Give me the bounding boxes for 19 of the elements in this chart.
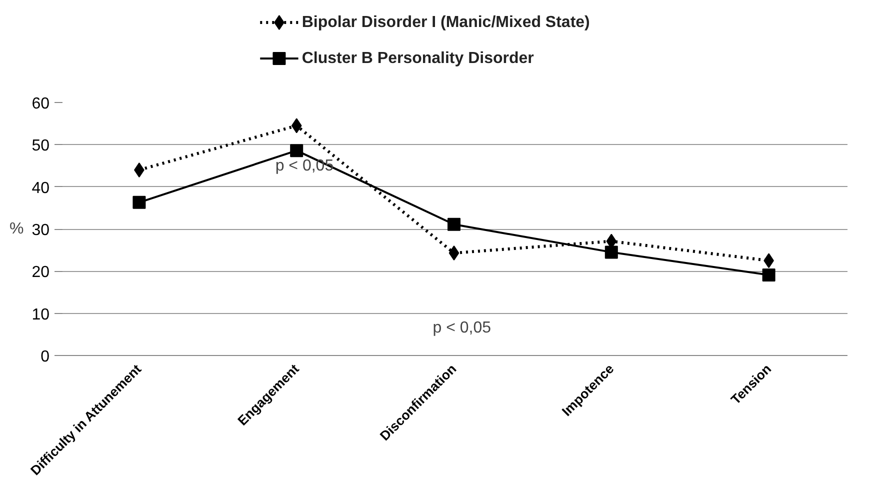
y-tick-label: 50 (32, 138, 50, 155)
point (290, 144, 304, 158)
point (132, 196, 146, 209)
annotation: p < 0,05 (275, 157, 334, 174)
point (448, 246, 460, 261)
annotation: p < 0,05 (432, 320, 492, 337)
point (604, 246, 618, 259)
legend-label: Bipolar Disorder I (Manic/Mixed State) (302, 14, 590, 31)
point (448, 218, 460, 231)
y-axis-title: % (9, 220, 24, 238)
point (291, 118, 302, 134)
y-tick-label: 30 (32, 222, 50, 239)
legend-label: Cluster B Personality Disorder (302, 50, 534, 67)
y-tick-label: 0 (40, 348, 50, 366)
point (762, 268, 776, 282)
y-tick-label: 40 (32, 180, 50, 197)
y-tick-label: 10 (32, 306, 50, 324)
y-tick-label: 60 (32, 96, 50, 112)
y-tick-label: 20 (32, 264, 50, 282)
